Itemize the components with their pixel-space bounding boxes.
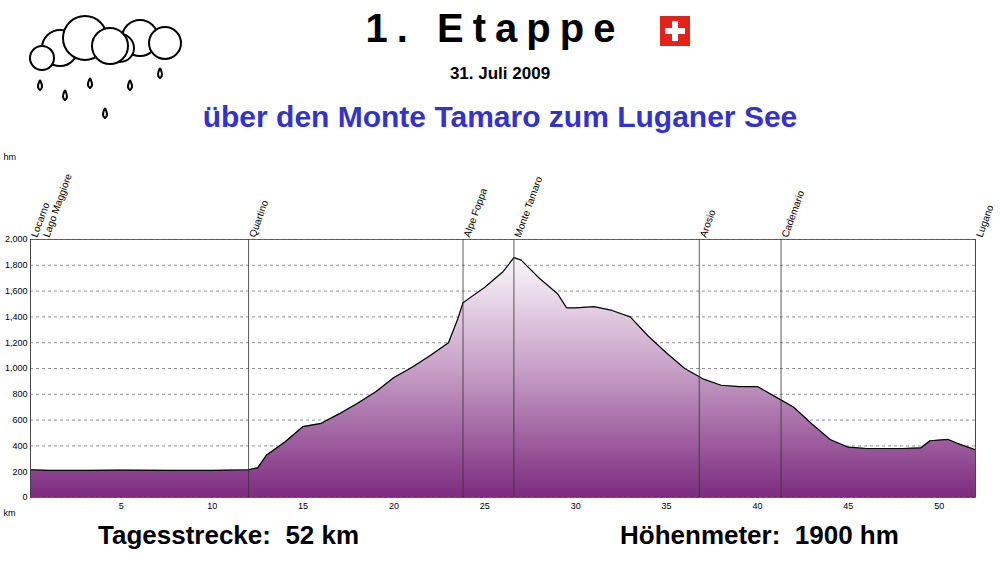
html-text:Tagesstrecke: 52 km: Tagesstrecke: 52 km — [98, 520, 360, 550]
svg-text:35: 35 — [662, 501, 672, 511]
svg-text:40: 40 — [752, 501, 762, 511]
svg-text:2,000: 2,000 — [5, 234, 28, 244]
svg-text:600: 600 — [12, 415, 27, 425]
html-text:31. Juli 2009: 31. Juli 2009 — [449, 64, 551, 83]
svg-text:800: 800 — [12, 389, 27, 399]
svg-text:hm: hm — [4, 152, 17, 162]
svg-text:10: 10 — [207, 501, 217, 511]
svg-text:20: 20 — [389, 501, 399, 511]
svg-text:Lugano: Lugano — [974, 203, 996, 239]
svg-text:25: 25 — [480, 501, 490, 511]
svg-text:1,600: 1,600 — [5, 286, 28, 296]
svg-text:200: 200 — [12, 467, 27, 477]
svg-text:1,400: 1,400 — [5, 312, 28, 322]
svg-text:Arosio: Arosio — [697, 208, 717, 239]
html-text:über den Monte Tamaro zum Luga: über den Monte Tamaro zum Luganer See — [202, 100, 798, 133]
svg-text:1,000: 1,000 — [5, 363, 28, 373]
svg-text:45: 45 — [843, 501, 853, 511]
svg-text:Lago Maggiore: Lago Maggiore — [41, 172, 74, 239]
svg-text:Cademario: Cademario — [779, 188, 806, 238]
svg-text:1,200: 1,200 — [5, 338, 28, 348]
html-text:Höhenmeter: 1900 hm: Höhenmeter: 1900 hm — [620, 520, 899, 550]
svg-text:Quartino: Quartino — [247, 198, 271, 238]
svg-text:Alpe Foppa: Alpe Foppa — [461, 186, 489, 238]
svg-text:1,800: 1,800 — [5, 260, 28, 270]
svg-text:Monte Tamaro: Monte Tamaro — [512, 175, 544, 239]
html-text:1. Etappe: 1. Etappe — [365, 6, 625, 50]
svg-text:15: 15 — [298, 501, 308, 511]
svg-text:Locarno: Locarno — [28, 200, 52, 239]
svg-text:0: 0 — [22, 492, 27, 502]
svg-text:50: 50 — [934, 501, 944, 511]
svg-text:30: 30 — [571, 501, 581, 511]
svg-text:400: 400 — [12, 441, 27, 451]
svg-text:km: km — [4, 508, 16, 518]
svg-text:5: 5 — [119, 501, 124, 511]
